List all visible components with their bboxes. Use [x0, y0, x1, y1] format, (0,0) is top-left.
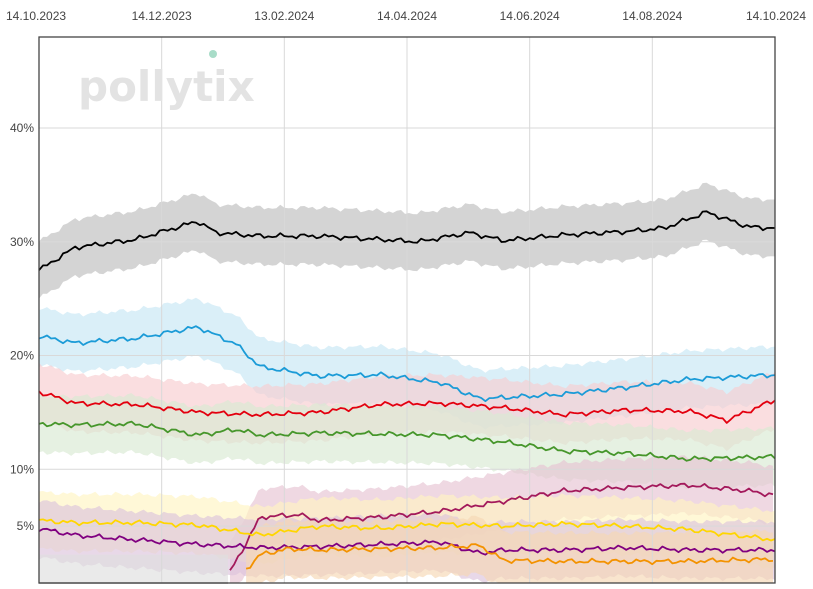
series-line-2	[38, 390, 776, 424]
series-line-6	[38, 527, 776, 556]
logo-dot	[209, 50, 217, 58]
pollytix-logo: pollytix	[78, 50, 255, 111]
x-tick-label: 14.08.2024	[622, 9, 682, 23]
series-line-1	[38, 325, 776, 403]
series-line-4	[229, 482, 774, 571]
x-tick-label: 14.12.2023	[132, 9, 192, 23]
x-tick-label: 14.04.2024	[377, 9, 437, 23]
logo-text: pollytix	[78, 62, 255, 111]
x-tick-label: 14.06.2024	[500, 9, 560, 23]
series-line-0	[38, 210, 776, 271]
plot-frame	[38, 36, 776, 584]
y-tick-label: 20%	[10, 349, 34, 363]
x-axis-tick-labels: 14.10.2023 14.12.2023 13.02.2024 14.04.2024…	[6, 9, 806, 23]
y-tick-label: 10%	[10, 462, 34, 476]
y-tick-label: 30%	[10, 235, 34, 249]
series-line-3	[38, 420, 776, 462]
series-band-7	[246, 515, 774, 583]
y-axis-tick-labels: 5% 10% 20% 30% 40%	[10, 121, 34, 533]
x-tick-label: 14.10.2024	[746, 9, 806, 23]
x-tick-label: 13.02.2024	[254, 9, 314, 23]
y-tick-label: 40%	[10, 121, 34, 135]
x-tick-label: 14.10.2023	[6, 9, 66, 23]
series-line-7	[245, 543, 774, 570]
series-line-5	[38, 518, 776, 542]
series-band-8	[39, 554, 228, 583]
y-tick-label: 5%	[17, 519, 35, 533]
